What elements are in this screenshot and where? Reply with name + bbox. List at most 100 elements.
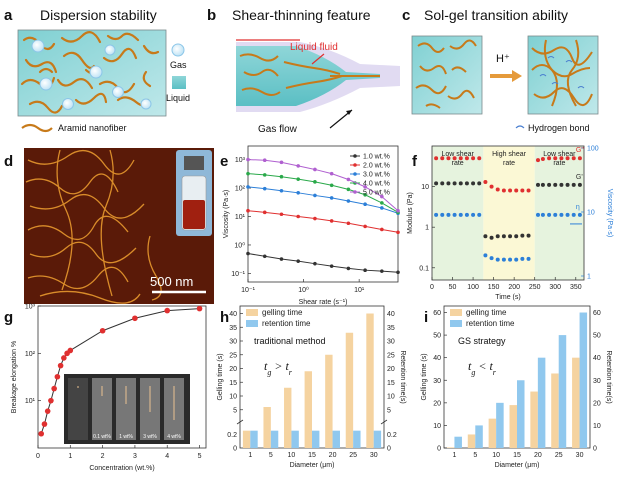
data-point [363, 224, 367, 229]
x-tick-label: 10 [492, 452, 500, 459]
data-point [501, 234, 506, 239]
data-point [313, 216, 317, 221]
series-line [247, 186, 399, 214]
axis-break [236, 419, 244, 425]
panel-c-title: Sol-gel transition ability [424, 7, 568, 23]
y-tick-label: 10³ [235, 157, 246, 164]
data-point [38, 430, 45, 437]
data-point [495, 234, 500, 239]
data-point [526, 233, 531, 238]
data-point [279, 212, 284, 217]
y-tick-label: 10⁻¹ [231, 271, 245, 278]
legend-swatch [450, 320, 462, 327]
y-tick-label: 10² [25, 351, 36, 358]
legend-label: 1.0 wt.% [363, 154, 390, 161]
data-point [363, 185, 367, 189]
y-tick-label: 30 [433, 378, 441, 385]
data-point [262, 254, 267, 259]
y-tick-label: 1 [425, 225, 429, 232]
y-tick-label: 10¹ [235, 214, 246, 221]
panel-a-letter: a [4, 7, 13, 24]
data-point [329, 171, 334, 176]
panel-e-letter: e [220, 153, 228, 170]
data-point [489, 235, 494, 240]
series-label: G'' [576, 147, 584, 154]
x-tick-label: 30 [370, 452, 378, 459]
data-point [535, 158, 540, 163]
y2-tick-label: 40 [387, 311, 395, 318]
legend-label: gelling time [262, 308, 303, 317]
data-point [553, 212, 558, 217]
panel-g-letter: g [4, 309, 13, 326]
x-tick-label: 15 [513, 452, 521, 459]
region-label: High shear [492, 151, 527, 158]
data-point [296, 191, 300, 195]
x-axis-label: Time (s) [495, 294, 520, 301]
bar [537, 357, 546, 448]
data-point [57, 362, 64, 369]
y2-tick-label: 40 [593, 355, 601, 362]
afm-fiber [29, 241, 137, 264]
chart-e: 10⁻¹ 10⁰ 10¹ 10⁻¹ 10⁰ 10¹ 10² 10³ Shear rate (s⁻… [223, 154, 400, 306]
panel-h-letter: h [220, 309, 229, 326]
data-point [396, 270, 400, 275]
y2-axis-label: Viscosity (Pa·s) [606, 189, 613, 238]
proton-label: H⁺ [496, 53, 510, 65]
data-point [559, 156, 564, 161]
legend-fiber-icon [21, 123, 53, 133]
y-tick-label: 20 [433, 400, 441, 407]
x-tick-label: 2 [101, 453, 105, 460]
data-point [329, 219, 334, 223]
data-point [363, 268, 367, 272]
data-point [495, 257, 500, 262]
data-point [553, 182, 558, 187]
y-tick-label: 0.2 [227, 432, 237, 439]
data-point [520, 256, 525, 261]
x-axis-label: Diameter (μm) [495, 462, 540, 469]
data-point [434, 181, 439, 186]
data-point [67, 347, 74, 354]
data-point [434, 156, 439, 161]
x-tick-label: 10 [288, 452, 296, 459]
bar [353, 430, 361, 448]
data-point [508, 257, 513, 262]
x-tick-label: 5 [473, 452, 477, 459]
y-tick-label: 10 [421, 184, 429, 191]
x-tick-label: 200 [508, 284, 520, 291]
data-point [458, 156, 463, 161]
y-tick-label: 10² [235, 186, 246, 193]
afm-fiber [39, 290, 141, 304]
hydrogen-bond-icon [515, 125, 525, 129]
data-point [363, 202, 367, 207]
data-point [380, 206, 384, 210]
data-point [296, 177, 300, 181]
y2-tick-label: 35 [387, 325, 395, 332]
data-point [313, 180, 317, 184]
afm-fiber [25, 173, 119, 195]
bar [325, 354, 333, 448]
series-line [247, 173, 399, 213]
x-axis-label: Concentration (wt.%) [89, 465, 154, 472]
x-tick-label: 10⁰ [298, 286, 309, 294]
panel-d-letter: d [4, 153, 13, 170]
y-tick-label: 40 [229, 311, 237, 318]
gas-flow-arrowhead [346, 110, 352, 115]
data-point [396, 208, 400, 213]
y-axis-label: Gelling time (s) [217, 353, 224, 400]
data-point [440, 156, 445, 161]
data-point [296, 259, 300, 263]
legend-swatch [450, 309, 462, 316]
panel-d: d 500 nm [4, 148, 214, 304]
data-point [577, 182, 582, 187]
data-point [434, 212, 439, 217]
transition-arrowhead [512, 70, 522, 82]
data-point [262, 210, 267, 215]
x-tick-label: 5 [269, 452, 273, 459]
gel-box [527, 35, 599, 115]
data-point [489, 184, 494, 189]
data-point [262, 158, 267, 163]
bar [242, 430, 251, 448]
y-tick-label: 0 [437, 446, 441, 453]
